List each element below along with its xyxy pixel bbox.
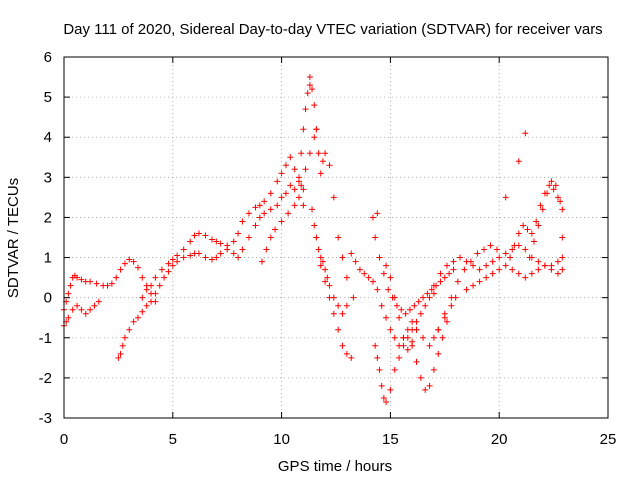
data-point-markers [409, 294, 459, 393]
x-tick-label: 15 [382, 431, 399, 448]
data-point-markers [309, 206, 357, 317]
series-track-18 [435, 242, 501, 333]
y-tick-label: -3 [39, 410, 52, 427]
data-point-markers [317, 262, 355, 361]
y-tick-label: 6 [44, 49, 52, 66]
series-outliers [306, 74, 529, 217]
data-point-markers [296, 82, 350, 281]
data-point-markers [115, 182, 307, 361]
y-tick-label: 5 [44, 89, 52, 106]
series-track-16 [526, 178, 566, 261]
data-point-markers [348, 250, 448, 349]
data-point-markers [372, 290, 437, 405]
plot-frame [63, 56, 609, 419]
series-track-4 [139, 154, 307, 301]
data-point-markers [526, 178, 566, 261]
y-axis-label: SDTVAR / TECUs [5, 178, 22, 298]
data-point-markers [435, 242, 501, 333]
series-track-10 [372, 290, 437, 405]
series-track-7 [309, 206, 357, 317]
x-tick-labels: 0 5 10 15 20 25 [60, 431, 617, 448]
x-tick-label: 25 [600, 431, 617, 448]
y-tick-labels: -3 -2 -1 0 1 2 3 4 5 6 [39, 49, 52, 427]
x-tick-label: 5 [169, 431, 177, 448]
data-point-markers [306, 74, 529, 217]
series-track-12 [409, 294, 459, 393]
y-tick-label: -1 [39, 330, 52, 347]
series-track-5 [259, 126, 320, 265]
data-points [61, 74, 566, 405]
x-axis-label: GPS time / hours [278, 458, 392, 475]
series-track-3 [115, 182, 307, 361]
y-tick-label: -2 [39, 370, 52, 387]
data-point-markers [259, 126, 320, 265]
data-point-markers [139, 154, 307, 301]
data-point-markers [463, 262, 566, 293]
data-point-markers [430, 242, 566, 289]
series-track-8 [317, 262, 355, 361]
chart-title: Day 111 of 2020, Sidereal Day-to-day VTE… [63, 21, 602, 38]
series-track-17 [383, 262, 420, 353]
series-track-13 [430, 242, 566, 289]
series-track-14 [463, 262, 566, 293]
series-track-9 [348, 250, 448, 349]
y-tick-label: 0 [44, 290, 52, 307]
x-tick-label: 0 [60, 431, 68, 448]
y-tick-label: 3 [44, 169, 52, 186]
y-tick-label: 4 [44, 129, 52, 146]
series-track-6 [296, 82, 350, 281]
y-tick-label: 1 [44, 250, 52, 267]
y-tick-label: 2 [44, 209, 52, 226]
x-tick-label: 20 [491, 431, 508, 448]
data-point-markers [383, 262, 420, 353]
x-tick-label: 10 [273, 431, 290, 448]
